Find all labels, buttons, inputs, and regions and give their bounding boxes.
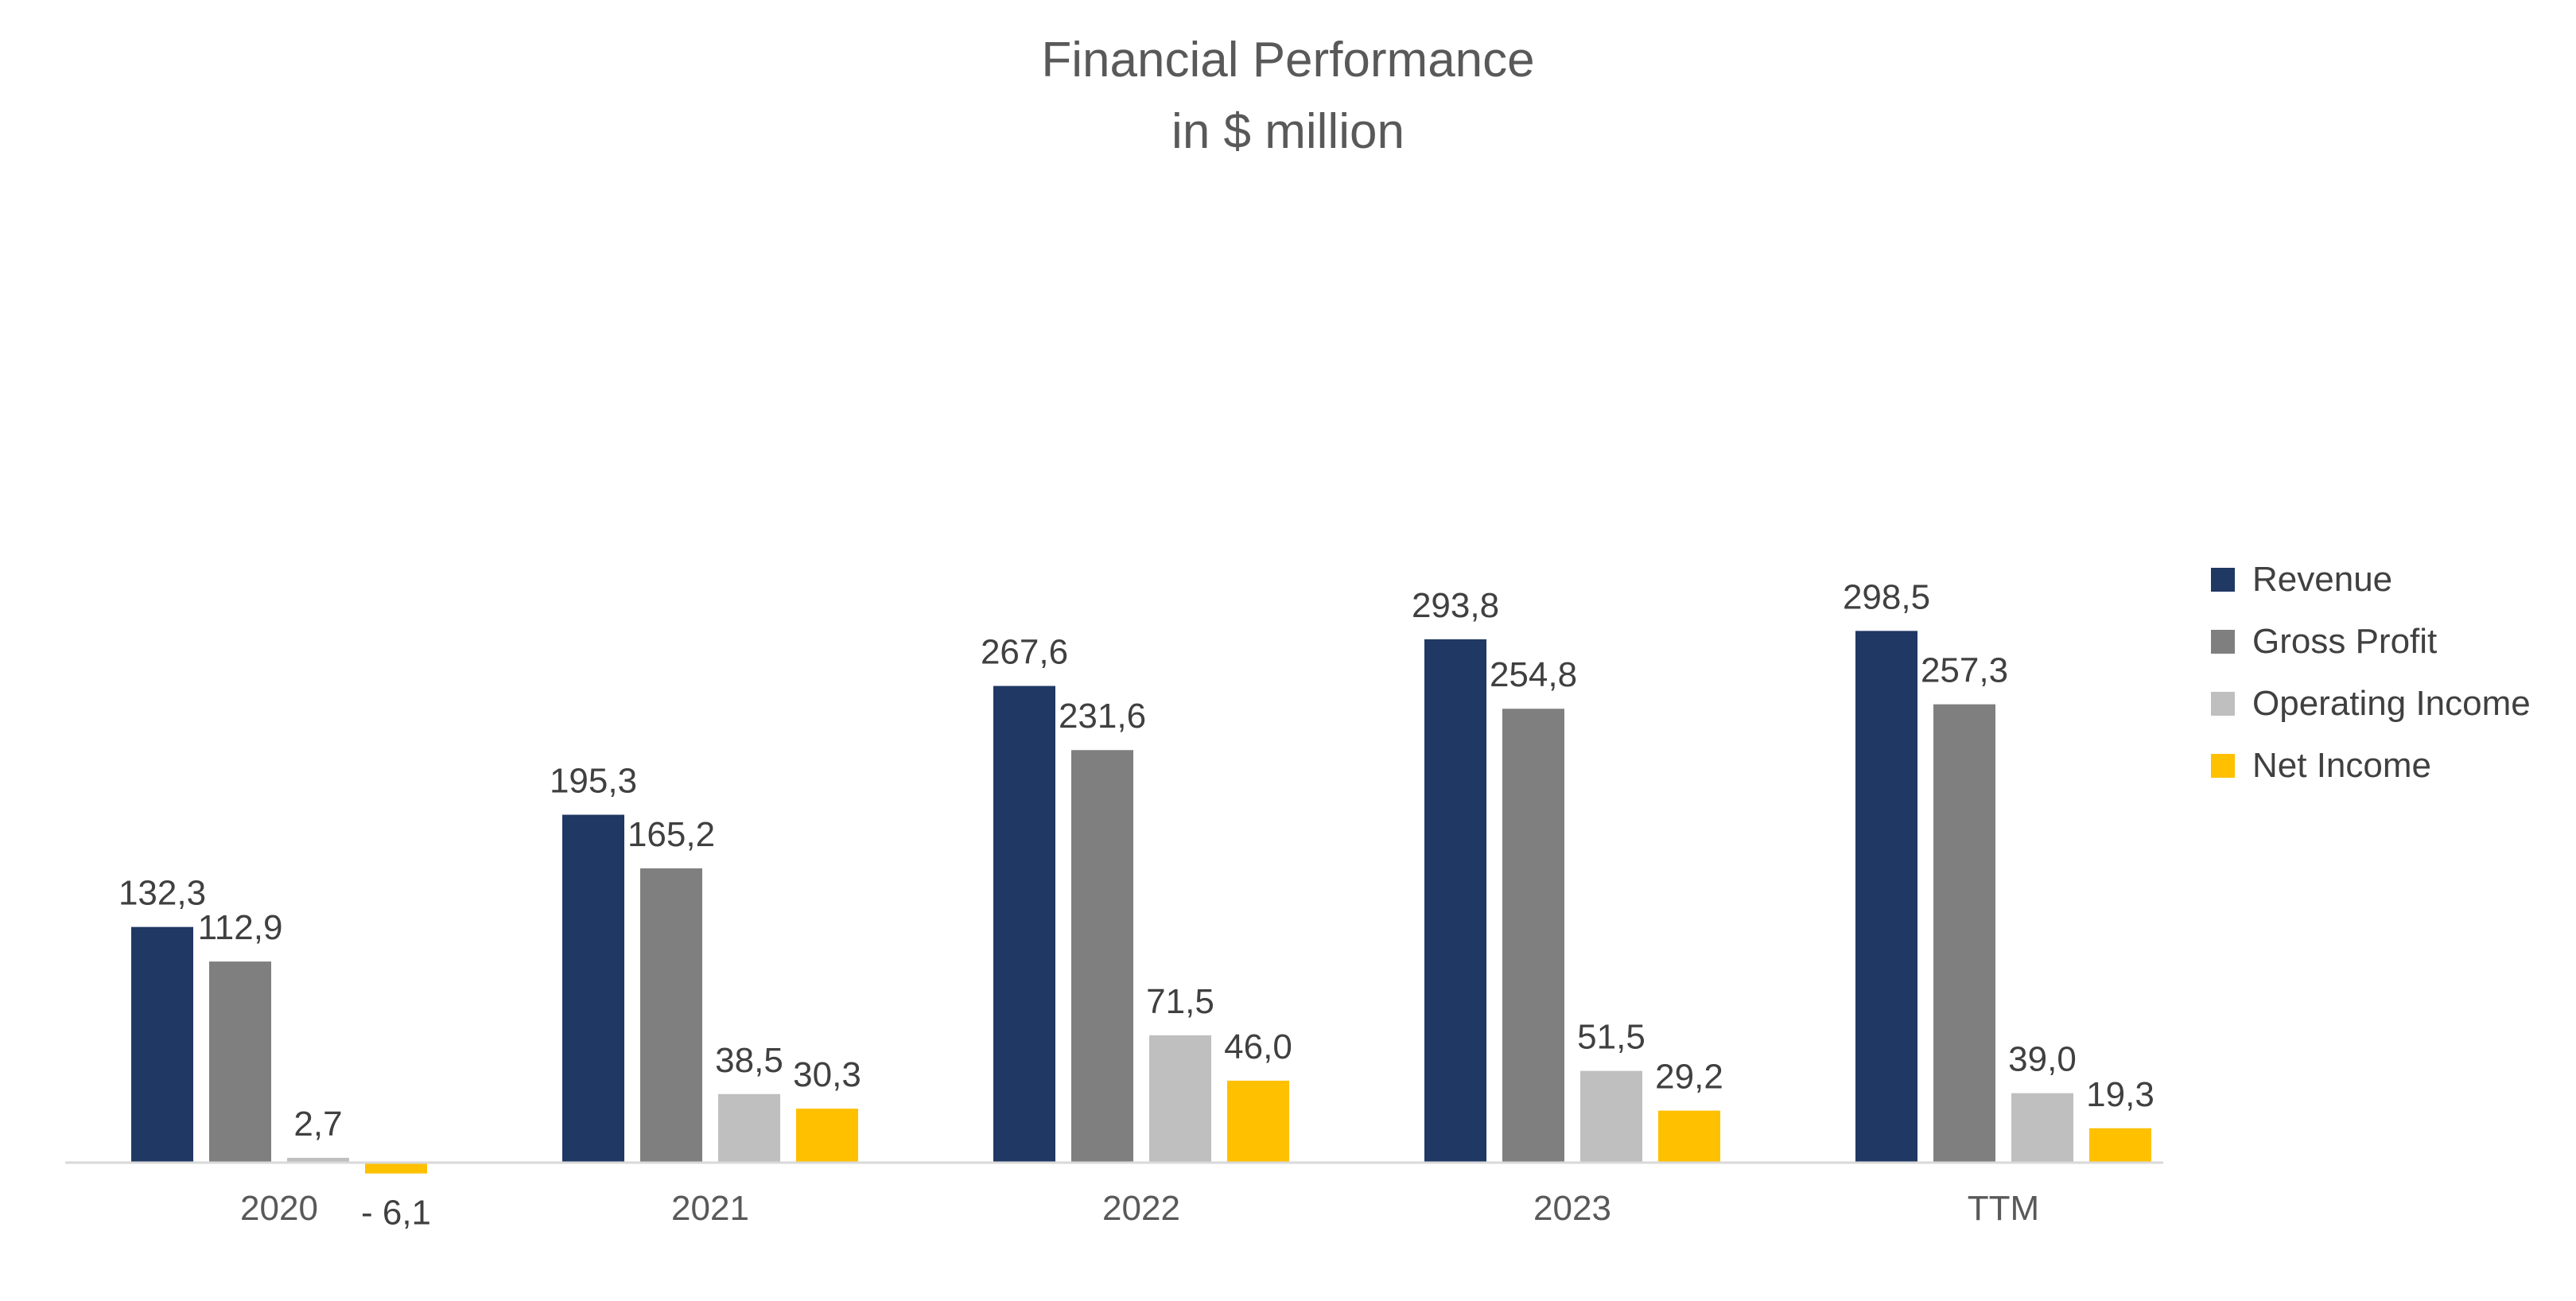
bar	[1424, 639, 1486, 1163]
chart-title: Financial Performance	[1041, 33, 1535, 87]
bar	[365, 1163, 427, 1174]
data-label: 29,2	[1655, 1058, 1723, 1097]
bar	[993, 685, 1055, 1163]
bar	[562, 814, 624, 1163]
bar	[1658, 1110, 1720, 1163]
bar	[640, 868, 702, 1163]
data-label: 39,0	[2008, 1040, 2077, 1079]
legend-label: Net Income	[2252, 746, 2431, 785]
bar	[1580, 1070, 1642, 1163]
bar	[1149, 1035, 1211, 1163]
data-label: 231,6	[1059, 697, 1146, 736]
legend-swatch	[2211, 754, 2235, 778]
legend-label: Gross Profit	[2252, 622, 2438, 661]
data-label: 298,5	[1843, 577, 1930, 616]
data-label: 195,3	[550, 762, 637, 801]
legend-item-net-income: Net Income	[2211, 735, 2531, 797]
data-label: 30,3	[793, 1055, 861, 1094]
legend-swatch	[2211, 630, 2235, 654]
data-label: 293,8	[1412, 586, 1499, 625]
data-label: 267,6	[981, 633, 1068, 672]
x-tick-label: TTM	[1968, 1189, 2039, 1228]
legend-item-gross-profit: Gross Profit	[2211, 611, 2531, 673]
data-label: 46,0	[1224, 1027, 1292, 1066]
x-tick-label: 2023	[1533, 1189, 1611, 1228]
data-label: 254,8	[1490, 655, 1577, 694]
legend-item-revenue: Revenue	[2211, 549, 2531, 611]
x-tick-label: 2022	[1102, 1189, 1180, 1228]
bar	[131, 926, 193, 1163]
legend-swatch	[2211, 568, 2235, 592]
bar	[1071, 750, 1133, 1163]
bar	[718, 1093, 780, 1163]
bar	[1933, 704, 1995, 1163]
data-label: 19,3	[2086, 1075, 2154, 1114]
x-tick-label: 2020	[240, 1189, 318, 1228]
bar	[1227, 1080, 1289, 1163]
data-label: - 6,1	[361, 1194, 431, 1233]
legend-item-operating-income: Operating Income	[2211, 673, 2531, 735]
data-label: 51,5	[1577, 1018, 1645, 1057]
chart-legend: Revenue Gross Profit Operating Income Ne…	[2211, 549, 2531, 797]
bar	[1855, 631, 1917, 1163]
bar	[796, 1109, 858, 1163]
data-label: 112,9	[198, 908, 283, 947]
data-label: 71,5	[1146, 982, 1214, 1021]
data-label: 257,3	[1921, 651, 2008, 690]
legend-label: Revenue	[2252, 560, 2393, 599]
data-label: 132,3	[119, 874, 206, 913]
chart-subtitle: in $ million	[1171, 104, 1405, 159]
legend-label: Operating Income	[2252, 684, 2531, 723]
bar	[209, 961, 271, 1163]
bar	[1502, 709, 1564, 1163]
data-label: 165,2	[627, 815, 715, 854]
legend-swatch	[2211, 692, 2235, 716]
bar	[287, 1157, 349, 1163]
x-tick-label: 2021	[671, 1189, 749, 1228]
data-label: 38,5	[715, 1041, 783, 1080]
bar	[2011, 1093, 2073, 1163]
data-label: 2,7	[293, 1105, 342, 1144]
bar	[2089, 1128, 2151, 1163]
